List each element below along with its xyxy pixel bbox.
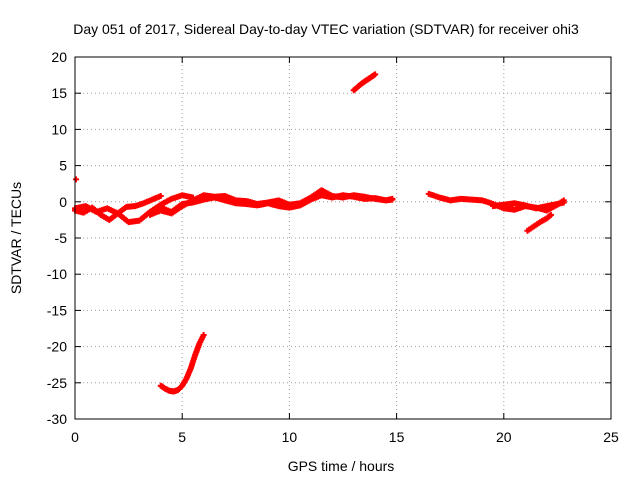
data-point [200, 332, 207, 339]
data-point [560, 199, 567, 206]
data-point [73, 176, 80, 183]
y-tick-label: 20 [51, 49, 67, 65]
data-points [72, 71, 567, 395]
y-tick-label: -15 [47, 302, 67, 318]
series-low-arc [157, 332, 207, 395]
x-tick-label: 15 [389, 429, 405, 445]
series-drop [524, 211, 554, 234]
series-band-f [490, 199, 567, 212]
series-high-arc [350, 71, 379, 94]
y-tick-label: -20 [47, 339, 67, 355]
plot-frame [74, 56, 612, 420]
tick-labels: 0 5 10 15 20 25 -30 -25 -20 -15 -10 -5 0 5 10 15 20 [47, 49, 619, 445]
data-point [389, 195, 396, 202]
y-tick-label: -30 [47, 411, 67, 427]
y-tick-label: -10 [47, 266, 67, 282]
series-band-e [425, 190, 567, 214]
x-tick-label: 20 [496, 429, 512, 445]
gridlines [75, 57, 611, 419]
x-axis-label: GPS time / hours [288, 458, 395, 474]
data-point [372, 71, 379, 78]
y-axis-label: SDTVAR / TECUs [8, 182, 24, 294]
x-tick-label: 10 [282, 429, 298, 445]
x-tick-label: 25 [603, 429, 619, 445]
x-tick-label: 5 [178, 429, 186, 445]
y-tick-label: 0 [59, 194, 67, 210]
series-band-d [157, 192, 396, 215]
series-outlier [73, 176, 80, 183]
y-tick-label: 10 [51, 121, 67, 137]
x-tick-label: 0 [71, 429, 79, 445]
y-tick-label: 5 [59, 158, 67, 174]
data-point [547, 211, 554, 218]
y-tick-label: 15 [51, 85, 67, 101]
data-point [157, 193, 164, 200]
y-tick-label: -5 [55, 230, 68, 246]
chart-title: Day 051 of 2017, Sidereal Day-to-day VTE… [73, 21, 579, 37]
y-tick-label: -25 [47, 375, 67, 391]
